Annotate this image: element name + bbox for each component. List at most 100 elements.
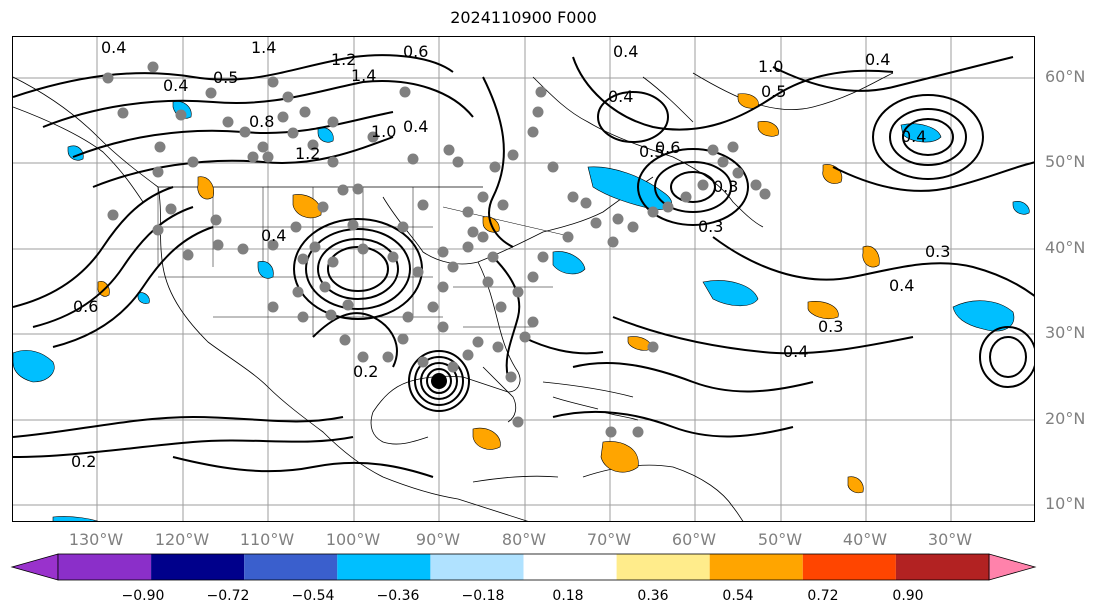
station-marker xyxy=(632,426,644,438)
station-marker xyxy=(605,426,617,438)
station-marker xyxy=(412,266,424,278)
negative-anomaly-fill xyxy=(67,145,84,161)
station-marker xyxy=(477,231,489,243)
station-marker xyxy=(507,149,519,161)
colorbar-upper-extension xyxy=(988,553,1037,581)
station-marker xyxy=(495,301,507,313)
station-marker xyxy=(512,286,524,298)
contour-label: 0.4 xyxy=(865,50,890,69)
station-marker xyxy=(707,144,719,156)
contour-label: 0.3 xyxy=(818,317,843,336)
contour-line xyxy=(832,161,1034,192)
station-marker xyxy=(697,179,709,191)
map-title: 2024110900 F000 xyxy=(450,8,597,27)
station-marker xyxy=(290,221,302,233)
station-marker xyxy=(347,219,359,231)
station-marker xyxy=(547,161,559,173)
colorbar-tick: 0.54 xyxy=(722,588,754,604)
station-marker xyxy=(537,251,549,263)
lon-label: 100°W xyxy=(325,530,381,549)
station-marker xyxy=(447,361,459,373)
station-marker xyxy=(402,311,414,323)
station-marker xyxy=(147,61,159,73)
colorbar-segment xyxy=(616,554,710,580)
station-marker xyxy=(357,351,369,363)
contour-label: 0.4 xyxy=(889,276,914,295)
contour-line xyxy=(979,326,1034,388)
colorbar-segment xyxy=(151,554,245,580)
contour-line xyxy=(305,228,411,310)
contour-label: 0.5 xyxy=(639,142,664,161)
station-marker xyxy=(717,156,729,168)
contour-label: 0.3 xyxy=(713,177,738,196)
contour-label: 0.4 xyxy=(261,226,286,245)
contour-line xyxy=(772,56,1014,92)
lat-lon-grid xyxy=(13,37,1034,521)
contour-line xyxy=(482,76,514,248)
station-marker xyxy=(297,253,309,265)
contour-label: 1.2 xyxy=(295,144,320,163)
contour-label: 0.4 xyxy=(901,127,926,146)
contour-line xyxy=(13,54,454,98)
map-panel: 0.4 1.4 1.2 0.6 1.4 0.4 0.5 0.8 1.0 0.4 1.2 0.4 0.4 0… xyxy=(12,36,1035,522)
contour-label: 0.4 xyxy=(608,87,633,106)
station-marker xyxy=(487,251,499,263)
positive-anomaly-fill xyxy=(292,194,322,219)
contour-label: 1.2 xyxy=(331,50,356,69)
station-marker xyxy=(590,217,602,229)
station-marker xyxy=(662,201,674,213)
positive-anomaly-fill xyxy=(822,164,843,184)
lon-label: 80°W xyxy=(501,530,547,549)
station-marker xyxy=(352,183,364,195)
colorbar-tick: 0.72 xyxy=(807,588,839,604)
lat-label: 40°N xyxy=(1045,238,1086,257)
lon-label: 110°W xyxy=(239,530,295,549)
station-marker xyxy=(267,239,279,251)
station-marker xyxy=(297,311,309,323)
colorbar-lower-extension xyxy=(10,553,59,581)
station-marker xyxy=(165,203,177,215)
station-marker xyxy=(437,281,449,293)
station-marker xyxy=(399,86,411,98)
station-marker xyxy=(727,141,739,153)
negative-anomaly-fill xyxy=(13,350,55,383)
contour-line xyxy=(72,111,394,158)
station-marker xyxy=(339,334,351,346)
station-marker xyxy=(247,151,259,163)
station-marker xyxy=(397,333,409,345)
storm-center-marker xyxy=(431,373,447,389)
negative-anomaly-fill xyxy=(317,127,334,143)
negative-anomaly-fill xyxy=(52,516,99,521)
contour-line xyxy=(572,56,894,131)
contour-line xyxy=(654,161,732,213)
station-marker xyxy=(607,236,619,248)
contour-label: 0.3 xyxy=(698,217,723,236)
station-marker xyxy=(239,126,251,138)
station-marker xyxy=(462,349,474,361)
station-marker xyxy=(647,341,659,353)
lat-label: 50°N xyxy=(1045,152,1086,171)
station-marker xyxy=(205,87,217,99)
contour-line xyxy=(312,312,398,368)
station-marker xyxy=(367,131,379,143)
contour-label: 0.6 xyxy=(73,297,98,316)
station-marker xyxy=(462,241,474,253)
station-marker xyxy=(317,201,329,213)
contour-line xyxy=(414,356,464,406)
station-marker xyxy=(287,127,299,139)
station-marker xyxy=(327,256,339,268)
colorbar-tick: 0.90 xyxy=(892,588,924,604)
contour-line xyxy=(522,336,604,355)
colorbar-tick: −0.90 xyxy=(121,588,165,604)
station-marker xyxy=(497,199,509,211)
contour-label: 1.0 xyxy=(758,57,783,76)
station-marker xyxy=(489,161,501,173)
station-marker xyxy=(407,153,419,165)
contour-line xyxy=(426,368,452,394)
lat-label: 20°N xyxy=(1045,409,1086,428)
colorbar-segment xyxy=(802,554,896,580)
positive-anomaly-fill xyxy=(847,476,864,494)
contour-label: 1.4 xyxy=(251,38,276,57)
station-marker xyxy=(154,141,166,153)
station-marker xyxy=(482,276,494,288)
